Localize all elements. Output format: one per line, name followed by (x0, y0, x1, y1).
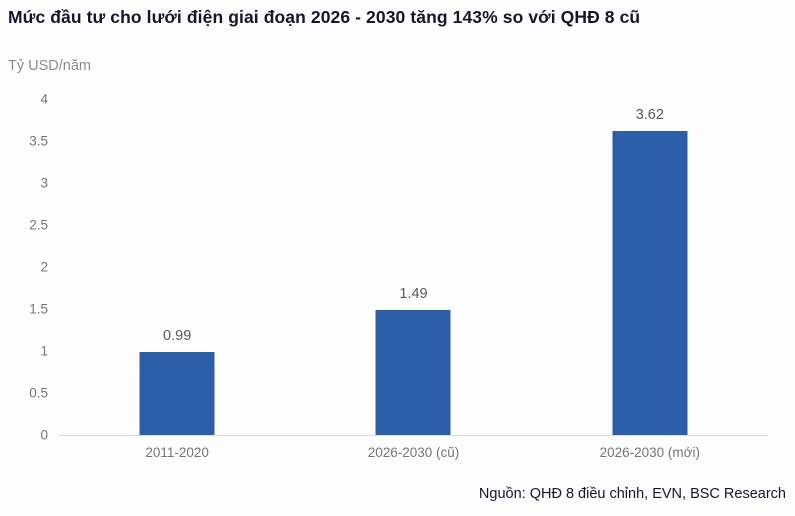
x-axis-category-label: 2026-2030 (cũ) (367, 445, 460, 460)
y-tick-label: 0.5 (29, 385, 48, 401)
bar (612, 130, 688, 435)
plot-area: 0.99 2011-2020 1.49 2026-2030 (cũ) 3.62 2026-… (59, 99, 768, 460)
y-tick-label: 2.5 (29, 217, 48, 233)
bar-value-label: 1.49 (399, 285, 428, 302)
y-axis-unit-label: Tỷ USD/năm (8, 58, 91, 74)
y-tick-label: 1.5 (29, 301, 48, 317)
y-tick-label: 4 (40, 91, 48, 107)
x-axis-category-label: 2011-2020 (145, 445, 209, 460)
bar-slot: 0.99 2011-2020 (59, 99, 295, 460)
bar-value-label: 0.99 (163, 327, 192, 344)
x-axis-category-label: 2026-2030 (mới) (599, 445, 701, 460)
y-tick-label: 0 (40, 427, 48, 443)
y-tick-label: 1 (40, 343, 48, 359)
bar (375, 309, 451, 435)
bar-slot: 1.49 2026-2030 (cũ) (295, 99, 531, 460)
y-axis: 0 0.5 1 1.5 2 2.5 3 3.5 4 (0, 92, 48, 443)
y-tick-label: 3.5 (29, 133, 48, 149)
bar-value-label: 3.62 (635, 106, 664, 123)
y-tick-label: 2 (40, 259, 48, 275)
bar-slot: 3.62 2026-2030 (mới) (532, 99, 768, 460)
source-note: Nguồn: QHĐ 8 điều chỉnh, EVN, BSC Resear… (478, 486, 786, 502)
bar (139, 351, 215, 435)
y-tick-label: 3 (40, 175, 48, 191)
chart-title: Mức đầu tư cho lưới điện giai đoạn 2026 … (8, 7, 641, 27)
